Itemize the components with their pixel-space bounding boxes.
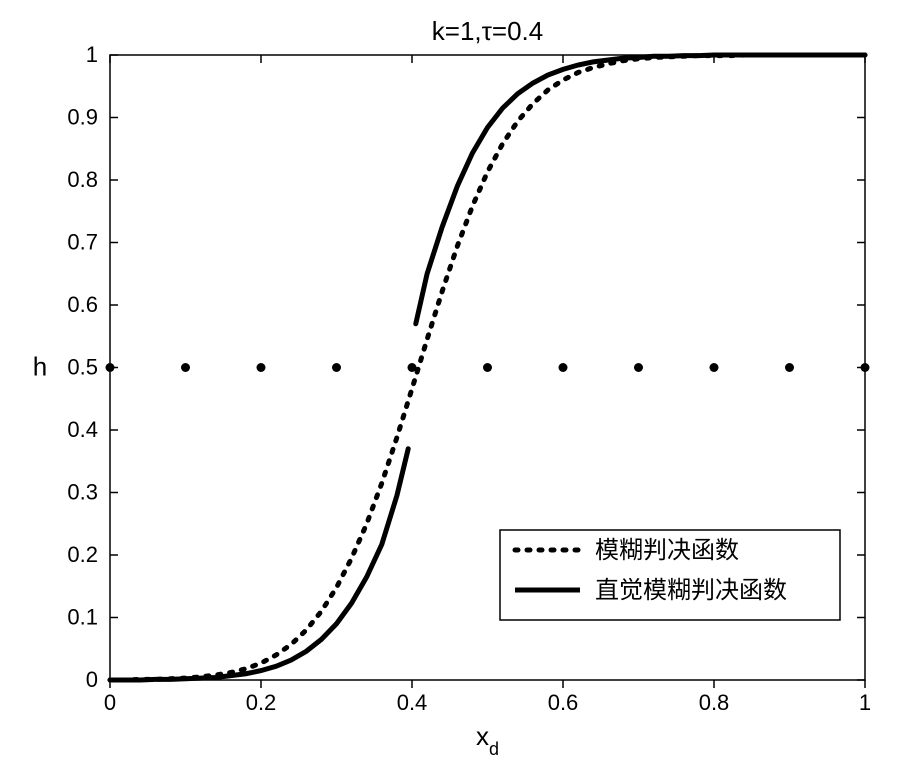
y-tick-label: 0.6 [67,292,98,317]
series-intuitionistic-fuzzy-decision-function [416,55,865,324]
legend-label-fuzzy-decision-function: 模糊判决函数 [595,537,739,564]
marker-dot [710,363,719,372]
x-axis-label: xd [476,721,499,759]
chart-title: k=1,τ=0.4 [432,16,543,46]
marker-dot [106,363,115,372]
marker-dot [861,363,870,372]
chart-container: 0 0.2 0.4 0.6 0.8 1 0 0.1 0.2 0.3 0.4 0.5 0.6 0.7 0.8 0… [0,0,899,765]
legend-label-intuitionistic-fuzzy-decision-function: 直觉模糊判决函数 [595,577,787,604]
y-tick-label: 0.4 [67,417,98,442]
y-tick-label: 1 [86,42,98,67]
x-tick-label: 0.6 [548,690,579,715]
x-tick-label: 0 [104,690,116,715]
marker-dot [181,363,190,372]
marker-dot [408,363,417,372]
x-tick-label: 1 [859,690,871,715]
marker-dot [559,363,568,372]
y-tick-label: 0.9 [67,105,98,130]
y-tick-label: 0.2 [67,542,98,567]
y-axis-label: h [33,352,47,382]
y-tick-label: 0.8 [67,167,98,192]
y-tick-label: 0.1 [67,605,98,630]
marker-dot [483,363,492,372]
y-tick-label: 0 [86,667,98,692]
marker-dot [785,363,794,372]
x-tick-label: 0.2 [246,690,277,715]
y-tick-label: 0.3 [67,480,98,505]
y-tick-label: 0.7 [67,230,98,255]
chart-svg: 0 0.2 0.4 0.6 0.8 1 0 0.1 0.2 0.3 0.4 0.5 0.6 0.7 0.8 0… [0,0,899,765]
marker-dot [634,363,643,372]
x-tick-label: 0.4 [397,690,428,715]
y-tick-label: 0.5 [67,355,98,380]
marker-dot [257,363,266,372]
x-tick-label: 0.8 [699,690,730,715]
marker-dot [332,363,341,372]
series-intuitionistic-fuzzy-decision-function [110,449,408,680]
